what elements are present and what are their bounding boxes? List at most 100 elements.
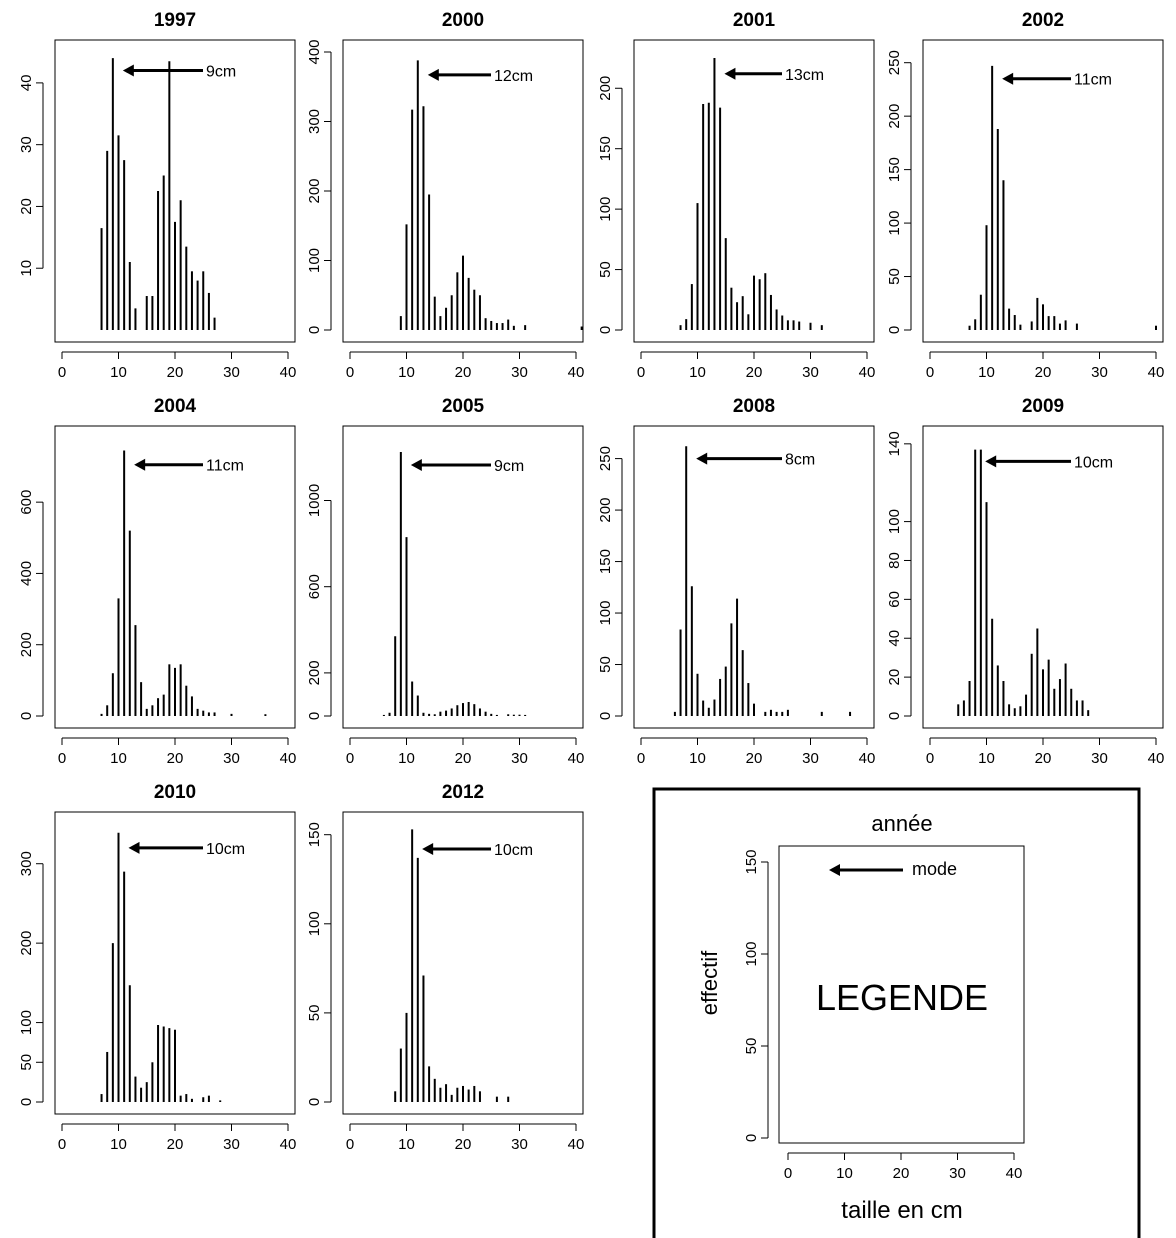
- x-tick-label: 40: [1148, 364, 1165, 381]
- x-tick-label: 30: [802, 364, 819, 381]
- x-tick-label: 20: [746, 750, 763, 767]
- x-tick-label: 20: [1035, 750, 1052, 767]
- panel-title: 2008: [733, 396, 775, 417]
- y-tick-label: 80: [886, 552, 903, 569]
- y-tick-label: 200: [886, 104, 903, 129]
- y-tick-label: 200: [18, 632, 35, 657]
- legend-mode-arrowhead: [829, 864, 840, 876]
- x-tick-label: 0: [58, 1136, 66, 1153]
- x-tick-label: 40: [280, 750, 297, 767]
- x-tick-label: 40: [568, 750, 585, 767]
- plot-frame: [54, 39, 296, 343]
- y-tick-label: 100: [886, 509, 903, 534]
- x-tick-label: 0: [346, 1136, 354, 1153]
- legend-arrow-label: mode: [912, 859, 957, 879]
- x-tick-label: 20: [455, 1136, 472, 1153]
- plot-frame: [54, 811, 296, 1115]
- y-tick-label: 40: [886, 630, 903, 647]
- mode-arrowhead: [427, 68, 439, 81]
- y-tick-label: 50: [597, 656, 614, 673]
- y-tick-label: 100: [886, 211, 903, 236]
- x-tick-label: 0: [637, 364, 645, 381]
- x-tick-label: 30: [1091, 364, 1108, 381]
- y-tick-label: 10: [18, 260, 35, 277]
- x-tick-label: 40: [280, 364, 297, 381]
- y-tick-label: 400: [18, 561, 35, 586]
- x-tick-label: 20: [167, 750, 184, 767]
- panel-title: 1997: [154, 10, 196, 31]
- legend-x-tick-label: 10: [836, 1165, 853, 1182]
- y-tick-label: 400: [306, 39, 323, 64]
- mode-arrowhead: [422, 842, 434, 855]
- y-tick-label: 200: [306, 178, 323, 203]
- histogram-panel-2009: 2009 10cm 0 10 20 30 40 0 20 40 60 80 100 140: [886, 396, 1164, 767]
- x-tick-label: 30: [511, 1136, 528, 1153]
- x-tick-label: 10: [110, 364, 127, 381]
- x-tick-label: 30: [223, 364, 240, 381]
- y-tick-label: 50: [597, 261, 614, 278]
- x-tick-label: 40: [568, 364, 585, 381]
- y-tick-label: 100: [306, 911, 323, 936]
- histogram-panel-2005: 2005 9cm 0 10 20 30 40 0 200 600 1000: [306, 396, 584, 767]
- panel-title: 2001: [733, 10, 776, 31]
- mode-label: 11cm: [206, 458, 244, 475]
- y-tick-label: 200: [306, 660, 323, 685]
- mode-label: 11cm: [1074, 72, 1112, 89]
- y-tick-label: 150: [306, 822, 323, 847]
- y-tick-label: 200: [18, 931, 35, 956]
- x-tick-label: 20: [746, 364, 763, 381]
- plot-frame: [922, 39, 1164, 343]
- legend-y-tick-label: 100: [743, 941, 760, 966]
- histogram-panel-2001: 2001 13cm 0 10 20 30 40 0 50 100 150 200: [597, 10, 875, 381]
- mode-label: 9cm: [206, 64, 236, 81]
- mode-label: 10cm: [494, 842, 533, 859]
- mode-label: 8cm: [785, 452, 815, 469]
- y-tick-label: 30: [18, 136, 35, 153]
- x-tick-label: 40: [568, 1136, 585, 1153]
- x-tick-label: 30: [511, 364, 528, 381]
- legend-x-tick-label: 0: [784, 1165, 792, 1182]
- x-tick-label: 40: [1148, 750, 1165, 767]
- legend-xlabel: taille en cm: [841, 1197, 962, 1224]
- x-tick-label: 10: [978, 750, 995, 767]
- x-tick-label: 20: [167, 1136, 184, 1153]
- histogram-panel-2008: 2008 8cm 0 10 20 30 40 0 50 100 150 200 250: [597, 396, 875, 767]
- legend-panel: année mode LEGENDE taille en cm effectif…: [652, 787, 1141, 1238]
- legend-x-tick-label: 20: [893, 1165, 910, 1182]
- y-tick-label: 300: [306, 109, 323, 134]
- y-tick-label: 150: [597, 136, 614, 161]
- x-tick-label: 30: [223, 750, 240, 767]
- mode-arrowhead: [696, 452, 708, 465]
- y-tick-label: 300: [18, 851, 35, 876]
- x-tick-label: 0: [926, 750, 934, 767]
- panel-title: 2002: [1022, 10, 1064, 31]
- legend-axes: 0 10 20 30 40 0 50 100 150: [743, 849, 1022, 1182]
- x-tick-label: 30: [223, 1136, 240, 1153]
- y-tick-label: 40: [18, 75, 35, 92]
- y-tick-label: 0: [597, 712, 614, 720]
- panel-title: 2009: [1022, 396, 1064, 417]
- mode-label: 10cm: [1074, 454, 1113, 471]
- x-tick-label: 0: [58, 750, 66, 767]
- y-tick-label: 100: [18, 1010, 35, 1035]
- mode-arrowhead: [128, 841, 140, 854]
- y-tick-label: 0: [886, 712, 903, 720]
- y-tick-label: 0: [18, 712, 35, 720]
- x-tick-label: 10: [689, 750, 706, 767]
- plot-frame: [633, 39, 875, 343]
- x-tick-label: 10: [110, 750, 127, 767]
- x-tick-label: 10: [689, 364, 706, 381]
- y-tick-label: 150: [597, 549, 614, 574]
- y-tick-label: 20: [18, 198, 35, 215]
- plot-frame: [633, 425, 875, 729]
- panel-title: 2004: [154, 396, 197, 417]
- x-tick-label: 10: [398, 1136, 415, 1153]
- legend-title: année: [871, 811, 932, 836]
- legend-ylabel: effectif: [697, 950, 722, 1015]
- legend-y-tick-label: 50: [743, 1038, 760, 1055]
- y-tick-label: 100: [597, 197, 614, 222]
- y-tick-label: 100: [306, 248, 323, 273]
